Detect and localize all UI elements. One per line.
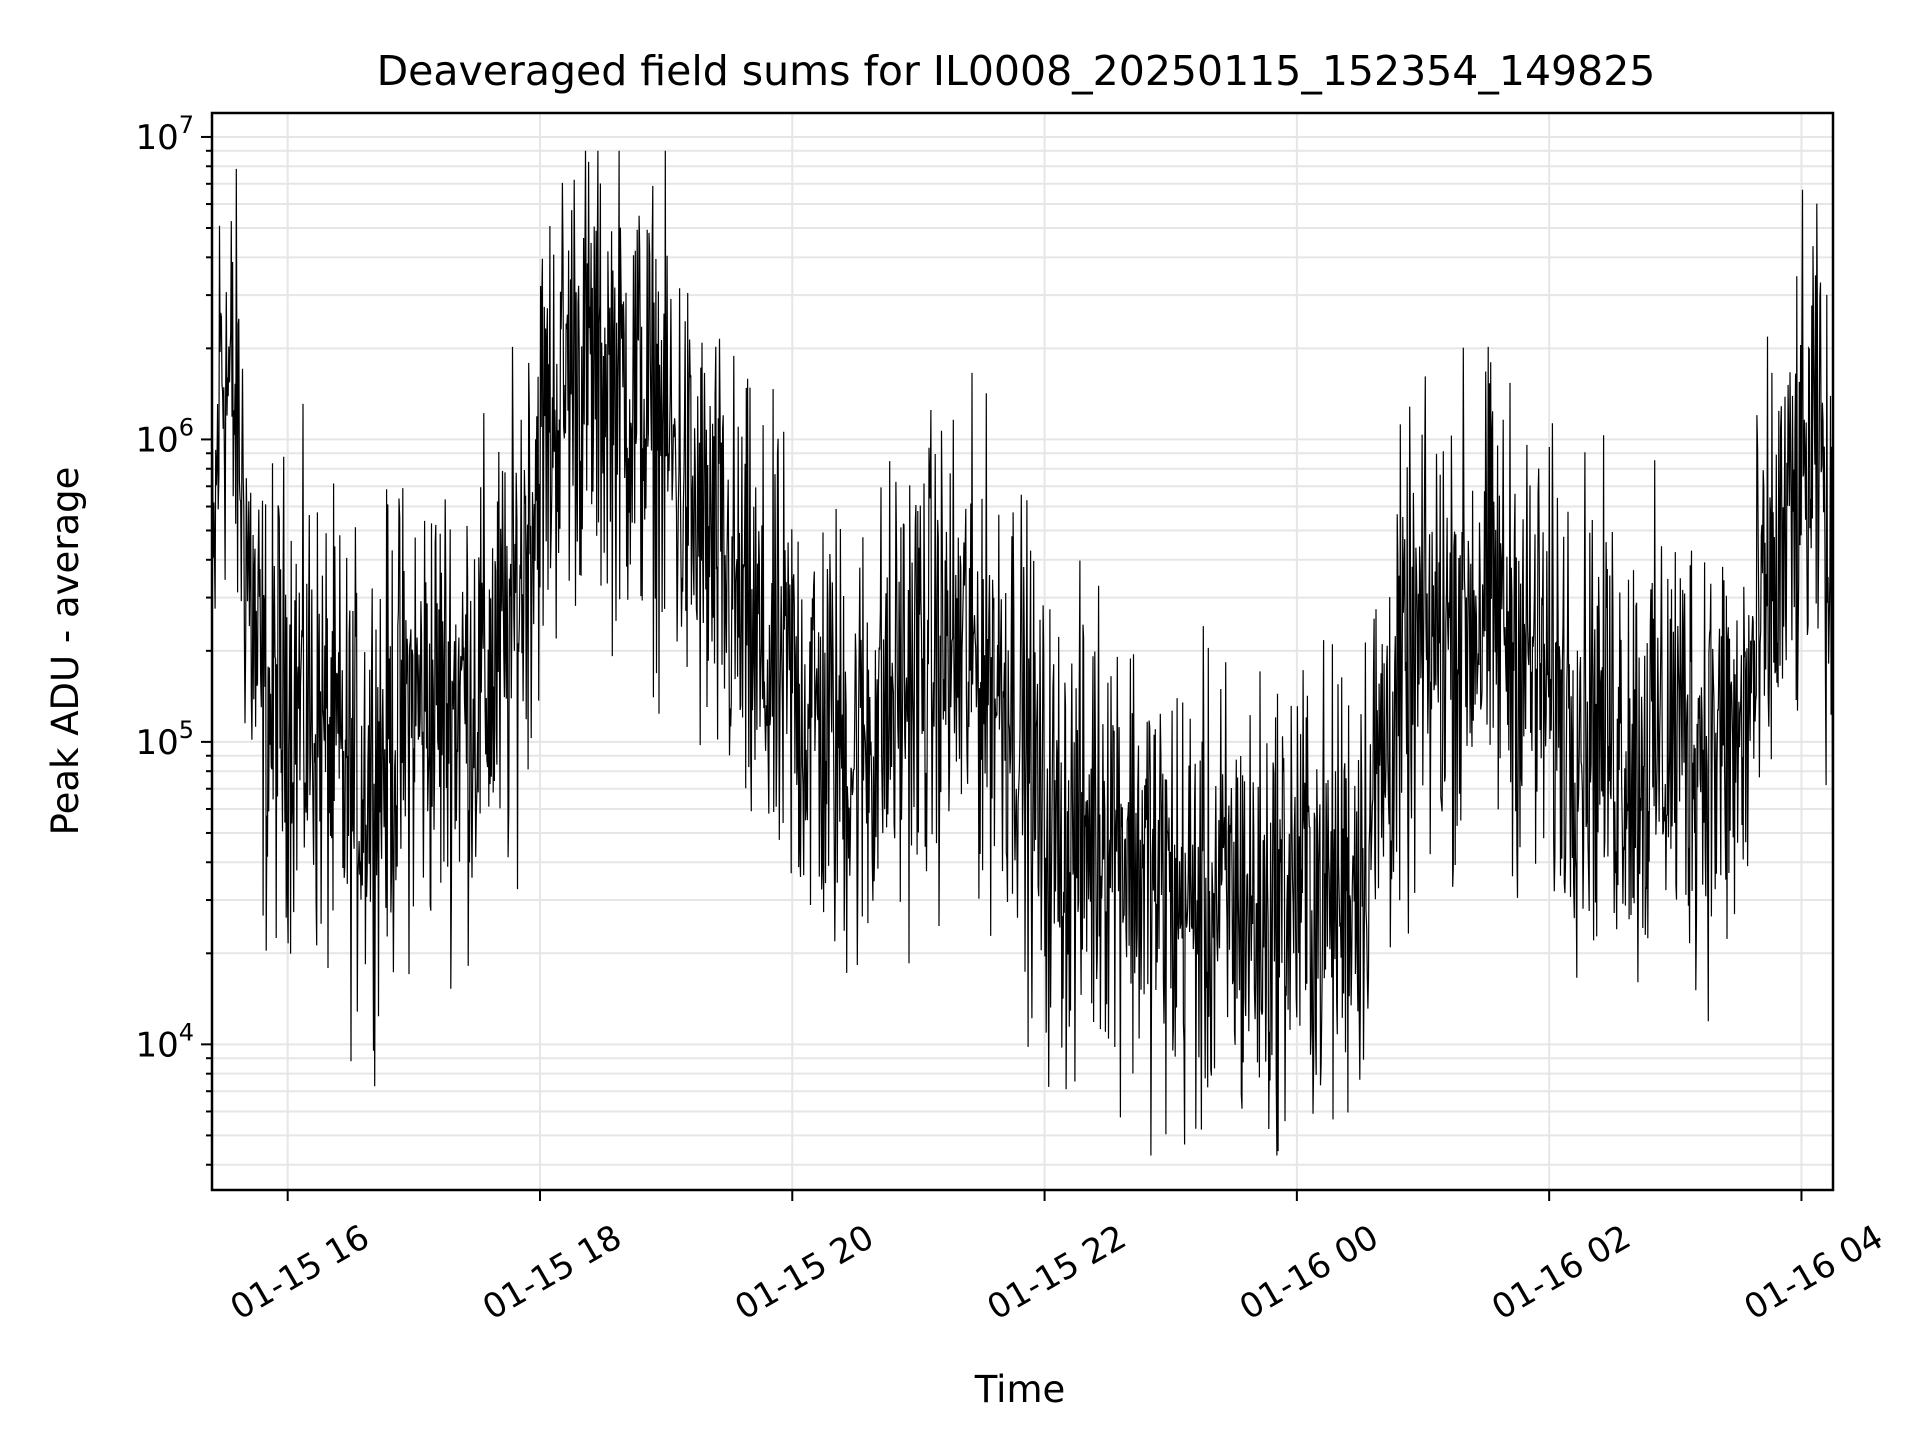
y-tick-label: 105	[135, 716, 194, 763]
x-axis: 01-15 16 01-15 18 01-15 20 01-15 22 01-16 00…	[224, 1190, 1890, 1328]
series-line	[211, 150, 1834, 1156]
y-tick-label: 104	[135, 1018, 194, 1065]
x-tick-label: 01-15 22	[981, 1217, 1133, 1328]
series-layer	[211, 150, 1834, 1156]
x-axis-label: Time	[974, 1368, 1066, 1411]
x-tick-label: 01-16 02	[1485, 1217, 1637, 1328]
x-tick-label: 01-15 16	[224, 1217, 376, 1328]
x-tick-label: 01-16 04	[1738, 1217, 1890, 1328]
y-tick-label: 107	[135, 111, 194, 158]
y-axis: 104 105 106 107	[135, 111, 212, 1166]
y-axis-label: Peak ADU - average	[44, 467, 87, 836]
x-tick-label: 01-16 00	[1233, 1217, 1385, 1328]
y-tick-label: 106	[135, 413, 194, 460]
x-tick-label: 01-15 20	[728, 1217, 880, 1328]
chart-title: Deaveraged field sums for IL0008_2025011…	[377, 47, 1656, 95]
x-tick-label: 01-15 18	[476, 1217, 628, 1328]
